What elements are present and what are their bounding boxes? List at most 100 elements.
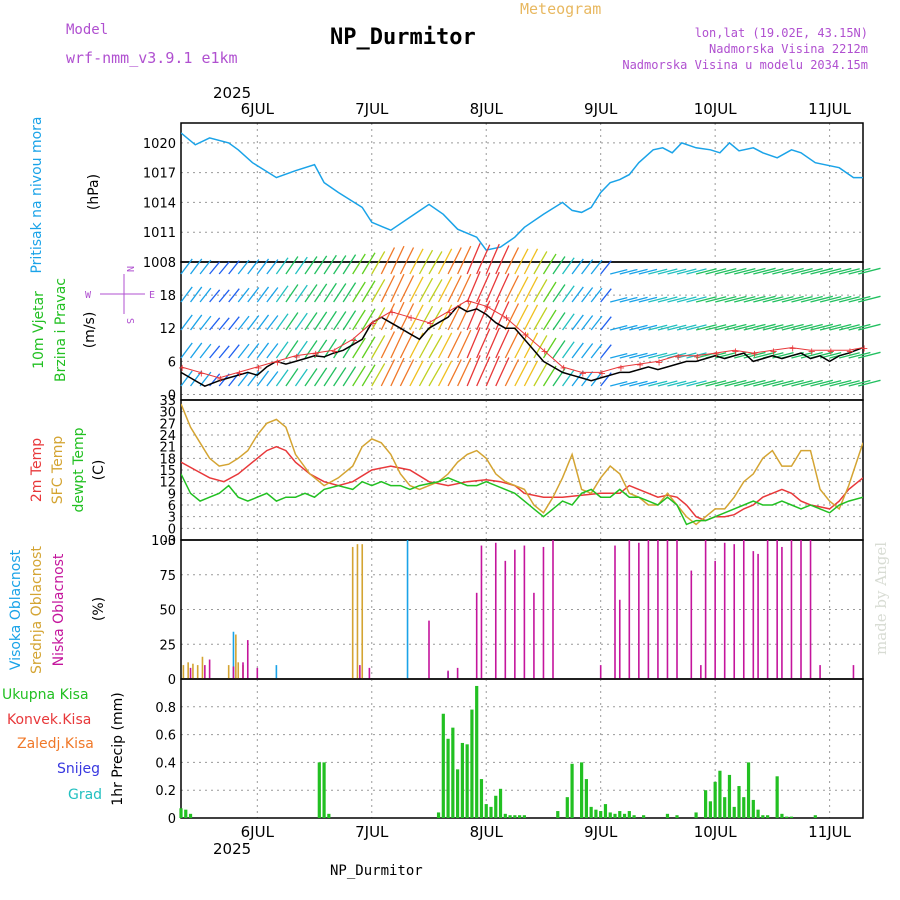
wind-barb: [342, 282, 357, 303]
wind-barb: [514, 304, 529, 331]
wind-barb: [734, 267, 756, 275]
wind-barb: [218, 261, 230, 275]
y-tick-label: 1017: [143, 167, 176, 182]
wind-barb: [590, 259, 603, 275]
wind-barb: [562, 369, 575, 387]
bar-ukupna-kisa: [565, 797, 569, 818]
bar-visoka: [406, 540, 409, 679]
y-tick-label: 27: [159, 417, 176, 432]
gust-marker: +: [197, 368, 205, 379]
wind-barb: [791, 323, 813, 331]
bar-niska: [704, 540, 707, 679]
wind-barb: [619, 324, 638, 331]
cloud-ylabel-unit: (%): [91, 597, 107, 621]
bar-ukupna-kisa: [713, 781, 717, 818]
wind-barb: [476, 328, 491, 359]
bar-ukupna-kisa: [484, 804, 488, 818]
wind-barb: [571, 370, 584, 387]
wind-barb: [686, 268, 707, 275]
wind-barb: [762, 380, 784, 387]
wind-barb: [180, 342, 193, 359]
wind-barb: [228, 260, 240, 275]
bar-niska: [647, 540, 650, 679]
altitude-model-text: Nadmorska Visina u modelu 2034.15m: [622, 58, 868, 72]
gust-marker: +: [521, 330, 529, 341]
wind-barb: [199, 343, 212, 359]
wind-barb: [266, 371, 279, 387]
wind-barb: [610, 381, 628, 387]
y-tick-label: 100: [151, 534, 176, 549]
wind-barb: [552, 284, 566, 303]
bar-srednja: [351, 546, 354, 679]
wind-barb: [514, 248, 529, 275]
wind-barb: [858, 351, 881, 359]
wind-barb: [533, 279, 548, 303]
gust-marker: +: [846, 346, 854, 357]
bar-srednja: [235, 634, 237, 679]
wind-barb: [476, 244, 491, 275]
year-top: 2025: [213, 84, 251, 102]
wind-barb: [695, 268, 717, 275]
wind-barb: [638, 296, 658, 303]
wind-barb: [390, 301, 405, 331]
bar-niska: [447, 670, 449, 679]
bar-ukupna-kisa: [603, 804, 608, 818]
wind-barb: [361, 364, 376, 387]
wind-barb: [380, 247, 396, 275]
wind-barb: [180, 370, 193, 387]
bar-ukupna-kisa: [556, 811, 560, 818]
precip-legend-total: Ukupna Kisa: [2, 687, 89, 703]
bar-ukupna-kisa: [608, 812, 612, 818]
wind-barb: [562, 285, 575, 303]
gust-marker: +: [712, 349, 720, 360]
wind-barb: [648, 352, 668, 359]
y-tick-label: 0: [168, 522, 176, 537]
wind-barb: [409, 304, 424, 331]
bar-ukupna-kisa: [456, 769, 460, 818]
wind-barb: [734, 379, 756, 387]
wind-barb: [304, 256, 318, 275]
wind-barb: [848, 351, 871, 359]
bar-ukupna-kisa: [494, 795, 498, 818]
wind-barb: [791, 351, 813, 359]
wind-panel: 0 6 12 18 + + + + + + + + + + + + + + + + + + + + + + + + + + + + + + + + + +…: [159, 243, 881, 403]
wind-barb: [495, 273, 510, 303]
wind-barb: [838, 352, 860, 359]
wind-barb: [495, 357, 510, 387]
bar-niska: [204, 665, 206, 679]
wind-barb: [361, 308, 376, 331]
bar-ukupna-kisa: [642, 815, 646, 818]
wind-barb: [610, 353, 628, 359]
wind-barb: [781, 379, 804, 387]
wind-barb: [437, 276, 453, 303]
wind-barb: [447, 275, 462, 303]
bar-niska: [208, 659, 211, 679]
wind-barb: [523, 304, 539, 331]
bar-niska: [666, 540, 669, 679]
wind-barb: [190, 314, 203, 331]
bar-ukupna-kisa: [789, 816, 794, 818]
wind-barb: [590, 287, 603, 303]
bar-niska: [781, 546, 783, 679]
wind-barb: [848, 379, 871, 387]
wind-barb: [667, 268, 687, 275]
y-tick-label: 15: [159, 464, 176, 479]
y-tick-label: 50: [159, 604, 176, 619]
wind-barb: [743, 267, 766, 275]
bar-niska: [723, 542, 726, 679]
precip-panel: 0 0.2 0.4 0.6 0.8: [155, 678, 864, 827]
wind-barb: [581, 259, 594, 275]
wind-barb: [542, 281, 557, 303]
wind-barb: [714, 267, 737, 275]
wind-barb: [304, 312, 318, 331]
wind-barb: [800, 323, 823, 331]
bar-niska: [189, 667, 192, 679]
wind-barb: [437, 248, 453, 275]
series-line-brzina: [181, 305, 863, 388]
wind-barb: [571, 342, 584, 359]
bar-ukupna-kisa: [184, 809, 188, 818]
bar-ukupna-kisa: [179, 808, 183, 818]
wind-barb: [533, 251, 548, 275]
wind-barb: [180, 258, 193, 275]
wind-barb: [705, 324, 727, 331]
